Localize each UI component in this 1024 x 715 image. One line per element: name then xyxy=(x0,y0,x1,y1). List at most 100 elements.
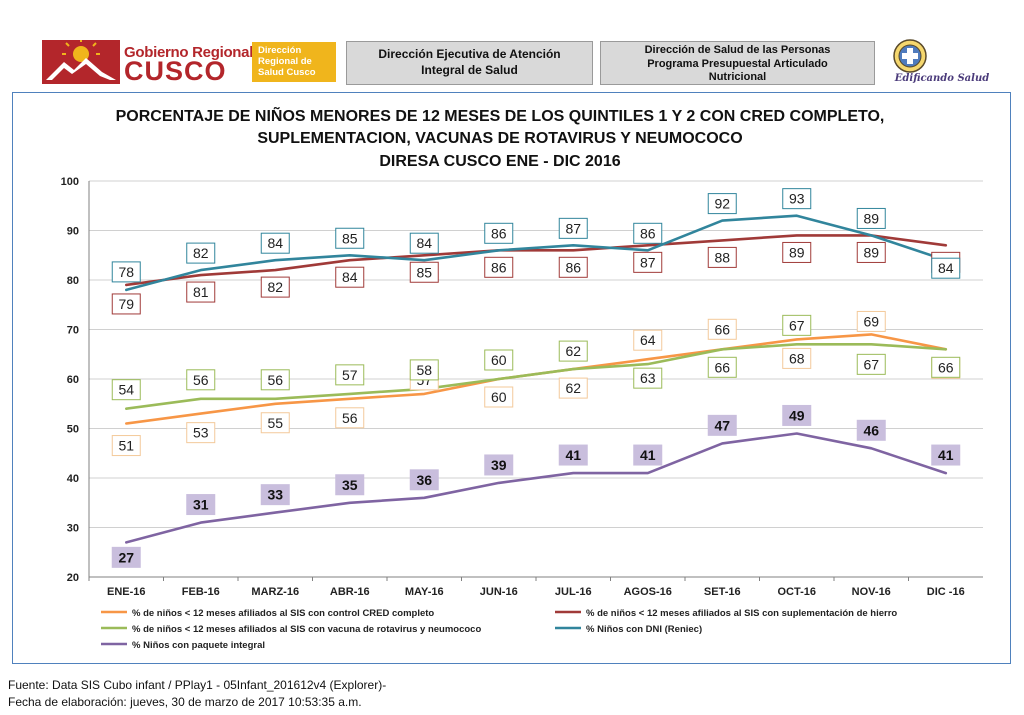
data-label-box-hierro xyxy=(484,256,514,278)
header-box-salud-personas: Dirección de Salud de las Personas Progr… xyxy=(600,41,875,85)
gobierno-regional-logo: Gobierno Regional CUSCO Dirección Region… xyxy=(40,40,340,86)
legend-label-cred: % de niños < 12 meses afiliados al SIS c… xyxy=(132,608,434,619)
data-label-paquete: 46 xyxy=(863,422,879,438)
x-tick-label: OCT-16 xyxy=(777,586,816,598)
data-label-paquete: 41 xyxy=(938,447,954,463)
y-tick-label: 90 xyxy=(67,226,79,238)
data-label-rotavirus: 56 xyxy=(267,372,283,388)
legend-label-hierro: % de niños < 12 meses afiliados al SIS c… xyxy=(586,608,897,619)
edificando-salud-emblem: Edificando Salud xyxy=(893,39,989,84)
data-label-hierro: 79 xyxy=(118,296,134,312)
data-label-dni: 87 xyxy=(565,220,581,236)
logo-direccion-regional: Dirección Regional de Salud Cusco xyxy=(252,42,336,82)
data-label-dni: 84 xyxy=(416,235,432,251)
y-tick-label: 100 xyxy=(61,176,79,188)
x-tick-label: MARZ-16 xyxy=(251,586,299,598)
y-tick-label: 60 xyxy=(67,374,79,386)
data-label-dni: 93 xyxy=(789,191,805,207)
data-label-cred: 68 xyxy=(789,350,805,366)
data-label-box-paquete xyxy=(111,546,141,568)
x-tick-label: DIC -16 xyxy=(927,586,965,598)
data-label-box-cred xyxy=(335,407,365,429)
data-label-hierro: 84 xyxy=(342,269,358,285)
line-chart: PORCENTAJE DE NIÑOS MENORES DE 12 MESES … xyxy=(61,105,983,651)
chart-frame: PORCENTAJE DE NIÑOS MENORES DE 12 MESES … xyxy=(12,92,1011,664)
y-tick-label: 50 xyxy=(67,424,79,436)
data-label-rotavirus: 54 xyxy=(118,382,134,398)
x-tick-label: ENE-16 xyxy=(107,586,146,598)
data-label-box-hierro xyxy=(335,266,365,288)
data-label-box-hierro xyxy=(856,241,886,263)
data-label-rotavirus: 57 xyxy=(342,367,358,383)
data-label-paquete: 41 xyxy=(565,447,581,463)
data-label-box-dni xyxy=(931,257,961,279)
data-label-box-hierro xyxy=(782,241,812,263)
data-label-cred: 55 xyxy=(267,415,283,431)
data-label-box-cred xyxy=(111,435,141,457)
header-box-line: Programa Presupuestal Articulado xyxy=(647,57,828,70)
x-tick-label: JUL-16 xyxy=(555,586,592,598)
data-label-box-dni xyxy=(558,217,588,239)
data-label-box-hierro xyxy=(186,281,216,303)
data-label-hierro: 85 xyxy=(416,264,432,280)
data-label-box-dni xyxy=(409,232,439,254)
data-label-box-paquete xyxy=(335,474,365,496)
header-box-line: Dirección Ejecutiva de Atención xyxy=(378,47,561,61)
chart-title-line: SUPLEMENTACION, VACUNAS DE ROTAVIRUS Y N… xyxy=(257,130,742,147)
data-label-box-paquete xyxy=(484,454,514,476)
x-tick-label: MAY-16 xyxy=(405,586,444,598)
data-label-box-cred xyxy=(707,318,737,340)
data-label-dni: 89 xyxy=(863,210,879,226)
data-label-box-dni xyxy=(335,227,365,249)
y-tick-label: 30 xyxy=(67,523,79,535)
logo-gobierno-regional: Gobierno Regional xyxy=(124,44,254,61)
data-label-rotavirus: 56 xyxy=(193,372,209,388)
data-label-box-cred xyxy=(186,422,216,444)
data-label-dni: 84 xyxy=(938,260,954,276)
logo-direccion-line: Dirección xyxy=(258,45,302,56)
x-tick-label: JUN-16 xyxy=(480,586,518,598)
chart-title-line: PORCENTAJE DE NIÑOS MENORES DE 12 MESES … xyxy=(116,105,885,125)
data-label-box-dni xyxy=(633,222,663,244)
series-line-paquete xyxy=(125,432,948,544)
data-label-box-hierro xyxy=(409,261,439,283)
data-label-cred: 64 xyxy=(640,332,656,348)
data-label-box-rotavirus xyxy=(409,359,439,381)
data-label-box-hierro xyxy=(111,293,141,315)
data-label-box-paquete xyxy=(931,444,961,466)
data-label-cred: 60 xyxy=(491,389,507,405)
emblem-text: Edificando Salud xyxy=(894,73,989,84)
data-label-box-hierro xyxy=(633,251,663,273)
x-tick-label: FEB-16 xyxy=(182,586,220,598)
data-label-rotavirus: 66 xyxy=(714,359,730,375)
data-label-box-paquete xyxy=(186,494,216,516)
data-label-box-hierro xyxy=(260,276,290,298)
footer-date: Fecha de elaboración: jueves, 30 de marz… xyxy=(8,695,362,709)
data-label-cred: 69 xyxy=(863,313,879,329)
data-label-box-rotavirus xyxy=(707,356,737,378)
chart-title-line: DIRESA CUSCO ENE - DIC 2016 xyxy=(379,153,620,170)
series-line-hierro xyxy=(125,234,948,287)
data-label-box-rotavirus xyxy=(931,356,961,378)
data-label-box-cred xyxy=(633,329,663,351)
data-label-hierro: 89 xyxy=(863,244,879,260)
data-label-box-hierro xyxy=(707,246,737,268)
data-label-hierro: 87 xyxy=(640,254,656,270)
data-label-box-rotavirus xyxy=(782,314,812,336)
data-label-box-paquete xyxy=(558,444,588,466)
data-label-box-rotavirus xyxy=(558,340,588,362)
data-label-cred: 66 xyxy=(714,321,730,337)
logo-direccion-line: Regional de xyxy=(258,56,312,67)
data-label-box-dni xyxy=(484,222,514,244)
header-box-line: Integral de Salud xyxy=(421,63,518,77)
data-label-dni: 86 xyxy=(491,225,507,241)
data-label-box-hierro xyxy=(558,256,588,278)
data-label-box-rotavirus xyxy=(186,369,216,391)
data-label-box-rotavirus xyxy=(856,353,886,375)
data-label-box-cred xyxy=(856,310,886,332)
data-label-dni: 78 xyxy=(118,264,134,280)
data-label-box-dni xyxy=(260,232,290,254)
data-label-dni: 84 xyxy=(267,235,283,251)
data-label-hierro: 81 xyxy=(193,284,209,300)
x-tick-label: AGOS-16 xyxy=(624,586,672,598)
